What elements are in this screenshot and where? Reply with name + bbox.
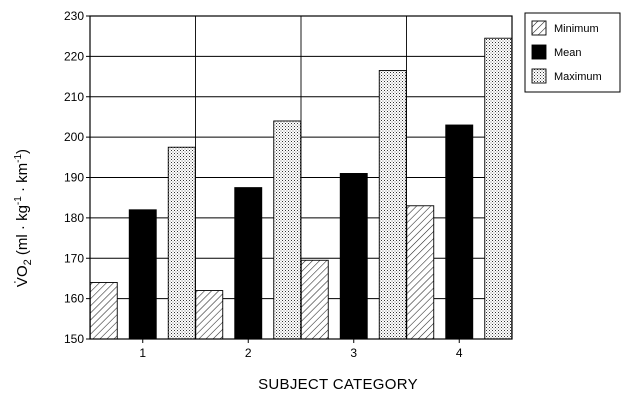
bar-maximum-3	[378, 70, 407, 340]
x-axis-label: SUBJECT CATEGORY	[258, 376, 418, 393]
y-axis-label-exp1: -1	[13, 196, 24, 205]
bar-minimum-3	[300, 259, 329, 340]
legend-label-mean: Mean	[554, 47, 582, 59]
y-tick-label: 190	[64, 171, 84, 185]
y-tick-label: 170	[64, 251, 84, 265]
y-axis-label-unit-open: (ml · kg	[14, 205, 31, 259]
y-tick-label: 230	[64, 9, 84, 23]
y-tick-label: 210	[64, 90, 84, 104]
y-tick-label: 160	[64, 292, 84, 306]
x-tick-label: 4	[456, 346, 463, 360]
bar-maximum-1	[167, 146, 196, 340]
y-tick-label: 220	[64, 49, 84, 63]
y-axis-label-unit-close: )	[14, 149, 31, 154]
legend-swatch-mean	[531, 44, 547, 60]
y-tick-label: 180	[64, 211, 84, 225]
bar-mean-2	[234, 187, 263, 340]
bar-maximum-4	[484, 37, 513, 340]
y-axis-label-unit-mid: · km	[14, 163, 31, 196]
bar-mean-4	[445, 124, 474, 340]
y-axis-label-main: V̇O	[14, 265, 31, 287]
legend-swatch-maximum	[531, 68, 547, 84]
bar-mean-3	[339, 173, 368, 340]
y-tick-labels: 150 160 170 180 190 200 210 220 230	[64, 9, 90, 346]
x-tick-label: 1	[139, 346, 146, 360]
y-axis-label-exp2: -1	[13, 154, 24, 163]
y-tick-label: 200	[64, 130, 84, 144]
y-axis-label: V̇O2 (ml · kg-1 · km-1)	[13, 149, 34, 287]
bar-minimum-1	[89, 282, 118, 340]
y-tick-label: 150	[64, 332, 84, 346]
x-tick-label: 3	[350, 346, 357, 360]
x-tick-labels: 1 2 3 4	[139, 339, 463, 360]
bar-mean-1	[128, 209, 157, 340]
bar-minimum-4	[406, 205, 435, 340]
legend-swatch-minimum	[531, 20, 547, 36]
x-tick-label: 2	[245, 346, 252, 360]
legend-label-maximum: Maximum	[554, 71, 602, 83]
bar-maximum-2	[273, 120, 302, 340]
legend: Minimum Mean Maximum	[524, 12, 621, 93]
y-axis-label-subscript: 2	[22, 259, 34, 265]
bar-minimum-2	[195, 290, 224, 340]
legend-label-minimum: Minimum	[554, 23, 599, 35]
